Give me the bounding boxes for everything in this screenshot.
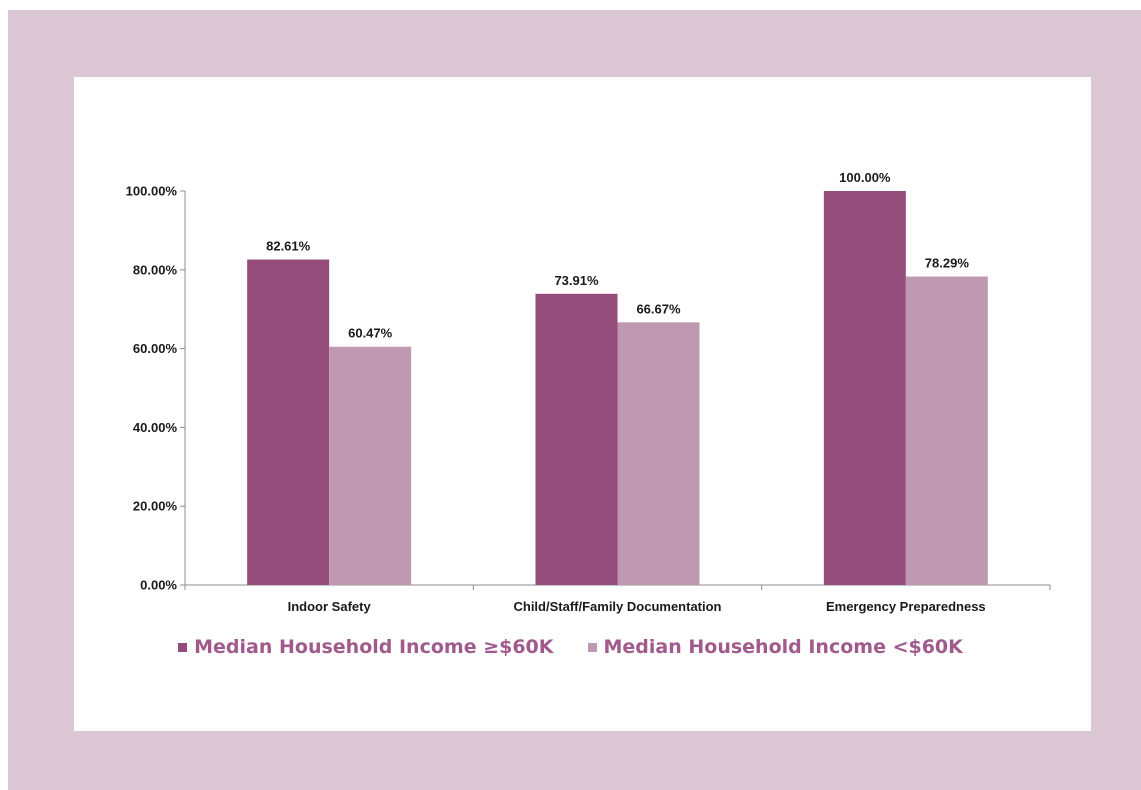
bar-1-3 — [823, 191, 906, 585]
data-label-2-1: 60.47% — [348, 326, 393, 341]
legend-swatch-series-1 — [178, 642, 188, 652]
bar-1-2 — [535, 293, 618, 585]
legend-item-series-2: Median Household Income <$60K — [587, 636, 963, 658]
y-tick-label: 80.00% — [133, 262, 178, 277]
legend-label-series-2: Median Household Income <$60K — [603, 636, 963, 658]
x-category-label: Emergency Preparedness — [826, 599, 986, 614]
y-tick-label: 0.00% — [140, 578, 177, 593]
x-category-label: Indoor Safety — [288, 599, 372, 614]
data-label-1-1: 82.61% — [266, 239, 311, 254]
y-tick-label: 60.00% — [133, 341, 178, 356]
bar-2-3 — [905, 276, 988, 585]
data-label-1-2: 73.91% — [554, 273, 599, 288]
data-label-2-2: 66.67% — [636, 301, 681, 316]
data-label-1-3: 100.00% — [839, 170, 891, 185]
chart-legend: Median Household Income ≥$60K Median Hou… — [0, 636, 1141, 658]
bar-2-1 — [329, 346, 412, 585]
bar-1-1 — [247, 259, 330, 585]
legend-swatch-series-2 — [587, 642, 597, 652]
legend-label-series-1: Median Household Income ≥$60K — [194, 636, 554, 658]
x-category-label: Child/Staff/Family Documentation — [513, 599, 721, 614]
y-tick-label: 20.00% — [133, 499, 178, 514]
bar-2-2 — [617, 322, 700, 585]
data-label-2-3: 78.29% — [925, 256, 970, 271]
y-tick-label: 40.00% — [133, 420, 178, 435]
y-tick-label: 100.00% — [126, 184, 178, 199]
legend-item-series-1: Median Household Income ≥$60K — [178, 636, 554, 658]
